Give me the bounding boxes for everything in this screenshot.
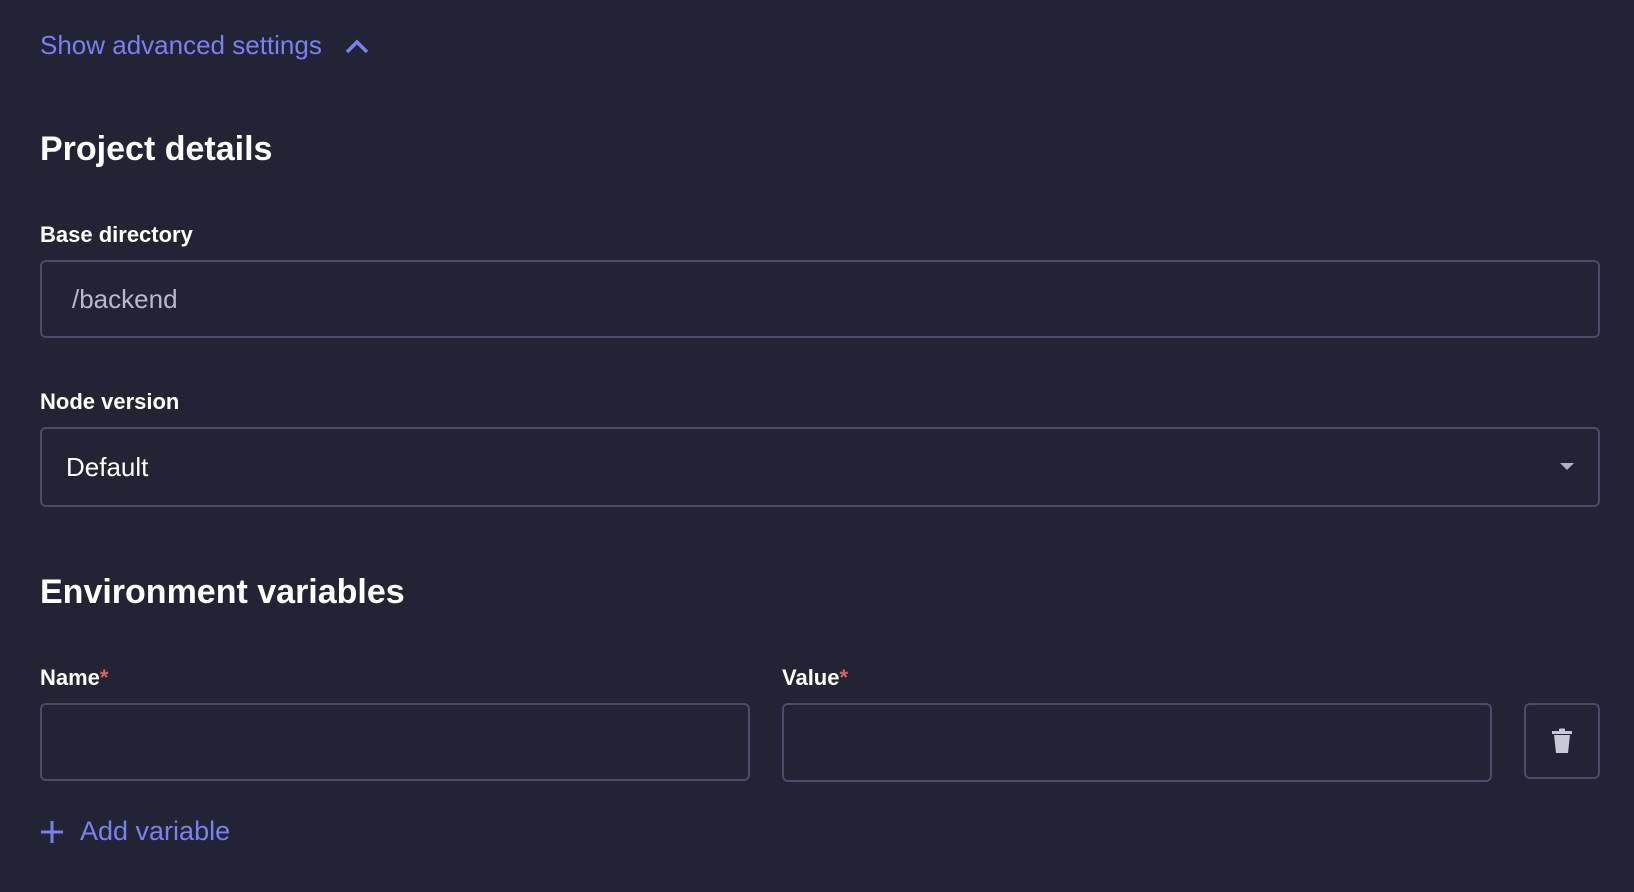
trash-icon — [1552, 728, 1572, 753]
value-label: Value* — [782, 665, 848, 691]
env-name-field — [40, 703, 750, 781]
project-details-heading: Project details — [40, 130, 273, 168]
node-version-label: Node version — [40, 389, 180, 414]
delete-variable-button[interactable] — [1524, 703, 1600, 779]
env-name-input[interactable] — [42, 726, 748, 758]
add-variable-button[interactable]: Add variable — [40, 816, 230, 847]
value-label-text: Value — [782, 665, 840, 690]
base-directory-label: Base directory — [40, 222, 193, 247]
env-value-field — [782, 703, 1492, 782]
name-label-text: Name — [40, 665, 100, 690]
environment-variables-heading: Environment variables — [40, 573, 405, 611]
toggle-label: Show advanced settings — [40, 30, 322, 60]
node-version-value: Default — [66, 451, 149, 482]
env-value-input[interactable] — [784, 727, 1490, 758]
required-mark: * — [839, 665, 849, 690]
required-mark: * — [99, 665, 109, 690]
base-directory-input[interactable] — [42, 283, 1598, 315]
caret-down-icon — [1560, 463, 1574, 470]
add-variable-label: Add variable — [80, 816, 231, 846]
node-version-select[interactable]: Default — [40, 427, 1600, 507]
show-advanced-settings-toggle[interactable]: Show advanced settings — [40, 30, 370, 61]
name-label: Name* — [40, 665, 108, 691]
plus-icon — [41, 820, 63, 843]
base-directory-field — [40, 260, 1600, 338]
chevron-up-icon — [345, 39, 369, 53]
